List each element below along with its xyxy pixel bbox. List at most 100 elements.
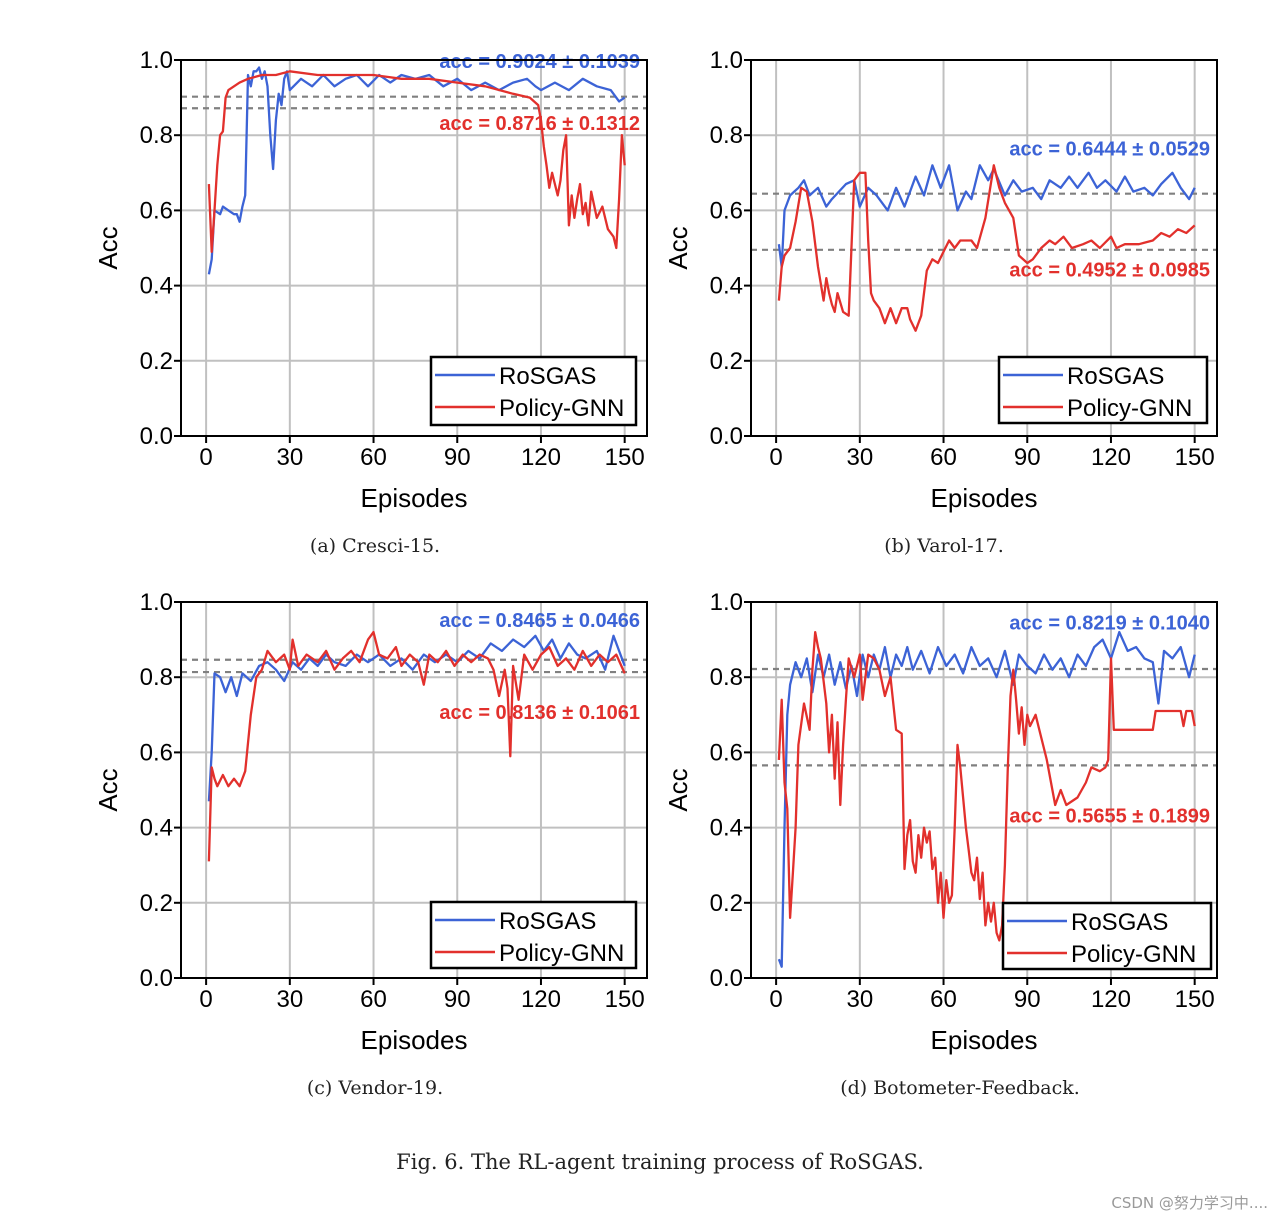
legend: RoSGAS Policy-GNN bbox=[1001, 901, 1213, 971]
x-tick-label: 150 bbox=[605, 986, 645, 1013]
series-line-policy-gnn bbox=[777, 630, 1196, 942]
legend-label: RoSGAS bbox=[499, 363, 596, 390]
chart-panel-a: 0 30 60 90 120 150 0.0 0.2 0.4 0.6 0.8 1.0 acc = 0.9… bbox=[93, 47, 648, 513]
y-tick-label: 0.8 bbox=[140, 122, 173, 149]
x-tick-label: 150 bbox=[1175, 986, 1215, 1013]
legend-label: RoSGAS bbox=[499, 908, 596, 935]
x-tick-label: 60 bbox=[360, 986, 387, 1013]
legend-label: RoSGAS bbox=[1067, 363, 1164, 390]
x-tick-label: 150 bbox=[605, 444, 645, 471]
plot-frame bbox=[180, 601, 648, 979]
legend: RoSGAS Policy-GNN bbox=[429, 355, 638, 427]
x-tick-label: 0 bbox=[199, 986, 212, 1013]
y-axis-label: Acc bbox=[93, 226, 123, 269]
y-tick-label: 0.4 bbox=[710, 273, 743, 300]
y-tick-label: 1.0 bbox=[710, 47, 743, 74]
chart-panel-c: 0 30 60 90 120 150 0.0 0.2 0.4 0.6 0.8 1.0 acc = 0.8… bbox=[93, 589, 648, 1055]
y-tick-label: 0.2 bbox=[710, 890, 743, 917]
x-tick-label: 0 bbox=[769, 986, 782, 1013]
x-tick-label: 30 bbox=[846, 986, 873, 1013]
series-line-policy-gnn bbox=[207, 630, 626, 862]
chart-panel-b: 0 30 60 90 120 150 0.0 0.2 0.4 0.6 0.8 1.0 acc = 0.6… bbox=[663, 47, 1218, 513]
legend-box bbox=[429, 355, 638, 427]
legend-label: RoSGAS bbox=[1071, 909, 1168, 936]
legend-box bbox=[997, 355, 1209, 425]
y-tick-label: 0.8 bbox=[710, 664, 743, 691]
accuracy-annotation: acc = 0.9024 ± 0.1039 bbox=[439, 51, 640, 73]
y-tick-label: 1.0 bbox=[710, 589, 743, 616]
y-tick-label: 0.2 bbox=[140, 890, 173, 917]
subfigure-caption-b: (b) Varol-17. bbox=[884, 535, 1004, 557]
chart-panel-d: 0 30 60 90 120 150 0.0 0.2 0.4 0.6 0.8 1.0 acc = 0.8… bbox=[663, 589, 1218, 1055]
accuracy-annotation: acc = 0.4952 ± 0.0985 bbox=[1009, 259, 1210, 281]
subfigure-caption-a: (a) Cresci-15. bbox=[309, 535, 441, 557]
accuracy-annotation: acc = 0.8136 ± 0.1061 bbox=[439, 702, 640, 724]
y-tick-label: 0.0 bbox=[710, 965, 743, 992]
series-line-policy-gnn bbox=[207, 70, 626, 253]
legend: RoSGAS Policy-GNN bbox=[429, 900, 638, 970]
accuracy-annotation: acc = 0.8219 ± 0.1040 bbox=[1009, 613, 1210, 635]
y-tick-label: 0.2 bbox=[140, 348, 173, 375]
accuracy-annotation: acc = 0.8716 ± 0.1312 bbox=[439, 113, 640, 135]
y-tick-label: 0.8 bbox=[710, 122, 743, 149]
y-tick-label: 0.4 bbox=[140, 815, 173, 842]
accuracy-annotation: acc = 0.5655 ± 0.1899 bbox=[1009, 806, 1210, 828]
y-tick-label: 0.4 bbox=[710, 815, 743, 842]
x-tick-label: 60 bbox=[930, 986, 957, 1013]
series-line-policy-gnn bbox=[777, 164, 1196, 332]
y-tick-label: 0.6 bbox=[710, 739, 743, 766]
y-tick-label: 0.8 bbox=[140, 664, 173, 691]
legend-box bbox=[1001, 901, 1213, 971]
legend-label: Policy-GNN bbox=[1067, 395, 1192, 422]
y-tick-label: 0.0 bbox=[140, 423, 173, 450]
x-tick-label: 120 bbox=[521, 444, 561, 471]
plot-frame bbox=[750, 601, 1218, 979]
x-tick-label: 120 bbox=[521, 986, 561, 1013]
x-axis-label: Episodes bbox=[361, 483, 468, 513]
series-line-rosgas bbox=[207, 634, 626, 802]
x-tick-label: 150 bbox=[1175, 444, 1215, 471]
accuracy-annotation: acc = 0.8465 ± 0.0466 bbox=[439, 610, 640, 632]
x-tick-label: 90 bbox=[1014, 444, 1041, 471]
series-line-rosgas bbox=[777, 164, 1196, 268]
legend: RoSGAS Policy-GNN bbox=[997, 355, 1209, 425]
x-tick-label: 30 bbox=[276, 986, 303, 1013]
x-tick-label: 90 bbox=[1014, 986, 1041, 1013]
legend-label: Policy-GNN bbox=[499, 940, 624, 967]
y-axis-label: Acc bbox=[663, 226, 693, 269]
y-tick-label: 1.0 bbox=[140, 589, 173, 616]
y-tick-label: 0.6 bbox=[140, 739, 173, 766]
y-tick-label: 0.2 bbox=[710, 348, 743, 375]
plot-frame bbox=[750, 59, 1218, 437]
x-tick-label: 0 bbox=[199, 444, 212, 471]
x-axis-label: Episodes bbox=[931, 1025, 1038, 1055]
legend-label: Policy-GNN bbox=[1071, 941, 1196, 968]
x-tick-label: 120 bbox=[1091, 444, 1131, 471]
x-tick-label: 60 bbox=[930, 444, 957, 471]
x-axis-label: Episodes bbox=[931, 483, 1038, 513]
x-tick-label: 120 bbox=[1091, 986, 1131, 1013]
series-line-rosgas bbox=[207, 66, 626, 275]
y-tick-label: 0.6 bbox=[140, 197, 173, 224]
watermark: CSDN @努力学习中.... bbox=[1111, 1194, 1268, 1212]
subfigure-caption-d: (d) Botometer-Feedback. bbox=[840, 1077, 1080, 1099]
y-tick-label: 0.4 bbox=[140, 273, 173, 300]
legend-label: Policy-GNN bbox=[499, 395, 624, 422]
x-tick-label: 90 bbox=[444, 986, 471, 1013]
figure-caption: Fig. 6. The RL-agent training process of… bbox=[396, 1150, 924, 1174]
x-tick-label: 0 bbox=[769, 444, 782, 471]
y-tick-label: 1.0 bbox=[140, 47, 173, 74]
x-tick-label: 90 bbox=[444, 444, 471, 471]
x-axis-label: Episodes bbox=[361, 1025, 468, 1055]
plot-frame bbox=[180, 59, 648, 437]
y-axis-label: Acc bbox=[93, 768, 123, 811]
legend-box bbox=[429, 900, 638, 970]
x-tick-label: 60 bbox=[360, 444, 387, 471]
y-tick-label: 0.0 bbox=[710, 423, 743, 450]
y-axis-label: Acc bbox=[663, 768, 693, 811]
y-tick-label: 0.6 bbox=[710, 197, 743, 224]
series-line-rosgas bbox=[777, 630, 1196, 968]
y-tick-label: 0.0 bbox=[140, 965, 173, 992]
